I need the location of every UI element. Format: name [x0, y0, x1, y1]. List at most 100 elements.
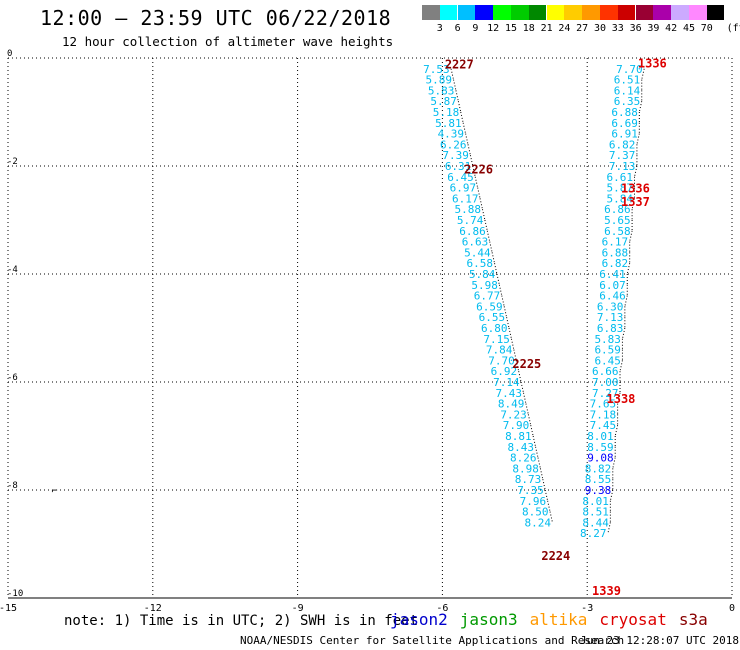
pass-time-label: 2227 [445, 57, 474, 71]
map-subtitle: 12 hour collection of altimeter wave hei… [62, 34, 394, 49]
wave-height-value: 7.00 [592, 376, 619, 389]
track-line [621, 327, 626, 339]
wave-height-value: 6.51 [614, 74, 641, 87]
wave-height-value: 5.65 [604, 214, 631, 227]
scale-swatch [422, 5, 440, 20]
wave-height-value: 8.01 [582, 495, 609, 508]
wave-height-value: 6.82 [602, 257, 629, 270]
track-line [624, 295, 628, 307]
wave-height-value: 7.13 [597, 311, 624, 324]
wave-height-value: 7.39 [442, 149, 469, 162]
track-line [609, 489, 614, 501]
scale-swatch [582, 5, 600, 20]
scale-label: 15 [504, 23, 518, 34]
wave-height-value: 6.97 [450, 182, 477, 195]
track-line [636, 133, 640, 145]
wave-height-value: 8.49 [498, 398, 525, 411]
wave-height-value: 5.74 [457, 214, 484, 227]
units-note: note: 1) Time is in UTC; 2) SWH is in fe… [64, 613, 419, 629]
scale-label: 3 [436, 23, 443, 34]
y-tick-label: -8 [7, 481, 18, 491]
wave-height-value: 7.96 [520, 495, 547, 508]
track-line [481, 209, 486, 221]
wave-height-value: 6.59 [476, 300, 503, 313]
y-tick-label: 0 [7, 49, 12, 59]
scale-swatch [600, 5, 618, 20]
track-line [484, 219, 488, 231]
wave-height-value: 5.83 [428, 84, 455, 97]
legend-s3a: s3a [678, 610, 708, 629]
track-line [619, 360, 623, 372]
track-line [542, 479, 546, 491]
wave-height-value: 8.73 [515, 473, 542, 486]
wave-height-value: 5.84 [607, 192, 634, 205]
wave-height-value: 7.14 [493, 376, 520, 389]
track-line [532, 435, 537, 447]
wave-height-value: 7.70 [488, 354, 514, 367]
wave-height-value: 8.82 [585, 462, 612, 475]
wave-height-value: 6.35 [614, 95, 641, 108]
pass-time-label: 1339 [592, 584, 621, 598]
wave-height-value: 7.18 [590, 408, 617, 421]
scale-label: 33 [611, 23, 624, 34]
wave-height-value: 6.55 [479, 311, 506, 324]
scale-label: 21 [540, 23, 553, 34]
scale-swatch [671, 5, 689, 20]
track-line [491, 252, 496, 264]
legend-cryosat: cryosat [599, 610, 667, 629]
scale-label: 9 [472, 23, 479, 34]
track-line [501, 295, 505, 307]
pass-time-label: 1337 [621, 195, 650, 209]
track-line [638, 101, 643, 113]
track-line [631, 198, 635, 210]
scale-swatch [635, 5, 654, 20]
wave-height-value: 6.91 [611, 128, 638, 141]
wave-height-value: 5.81 [435, 117, 462, 130]
scale-label: 45 [682, 23, 696, 34]
scale-swatch [617, 5, 636, 20]
wave-height-value: 4.39 [438, 128, 465, 141]
wave-height-value: 6.41 [599, 268, 626, 281]
track-line [455, 90, 459, 102]
scale-swatch [475, 5, 493, 20]
track-line [614, 425, 619, 437]
scale-swatch [439, 5, 458, 20]
track-line [503, 306, 508, 318]
wave-height-value: 8.26 [510, 452, 537, 465]
wave-height-value: 7.43 [495, 387, 522, 400]
land-marker: ⌐ [51, 486, 57, 497]
x-tick-label: -6 [436, 603, 448, 614]
track-line [518, 371, 522, 383]
scale-swatch [457, 5, 476, 20]
track-line [467, 144, 471, 156]
scale-swatch [493, 5, 511, 20]
wave-height-value: 5.98 [471, 279, 498, 292]
track-line [462, 122, 467, 134]
legend-jason3: jason3 [459, 610, 518, 629]
wave-height-value: 9.08 [587, 452, 614, 465]
track-line [535, 446, 539, 458]
wave-height-value: 6.45 [594, 354, 621, 367]
track-line [469, 155, 474, 167]
scale-label: 18 [522, 23, 535, 34]
wave-height-value: 6.83 [597, 322, 624, 335]
track-line [506, 317, 510, 329]
scale-swatch [564, 5, 582, 20]
pass-time-label: 2225 [512, 357, 541, 371]
track-line [513, 349, 517, 361]
track-line [539, 468, 544, 480]
wave-height-value: 7.45 [590, 419, 617, 432]
wave-height-value: 8.51 [582, 506, 609, 519]
wave-height-value: 5.89 [426, 74, 453, 87]
track-line [607, 522, 611, 534]
scale-swatch [511, 5, 529, 20]
x-tick-label: -9 [292, 603, 304, 614]
track-line [489, 241, 493, 253]
wave-height-value: 6.86 [459, 225, 486, 238]
scale-label: 30 [593, 23, 607, 34]
generated-timestamp: Jun 23 12:28:07 UTC 2018 [580, 634, 739, 647]
scale-label: 6 [454, 23, 461, 34]
x-tick-label: -12 [144, 603, 162, 614]
wave-height-value: 5.83 [594, 333, 621, 346]
